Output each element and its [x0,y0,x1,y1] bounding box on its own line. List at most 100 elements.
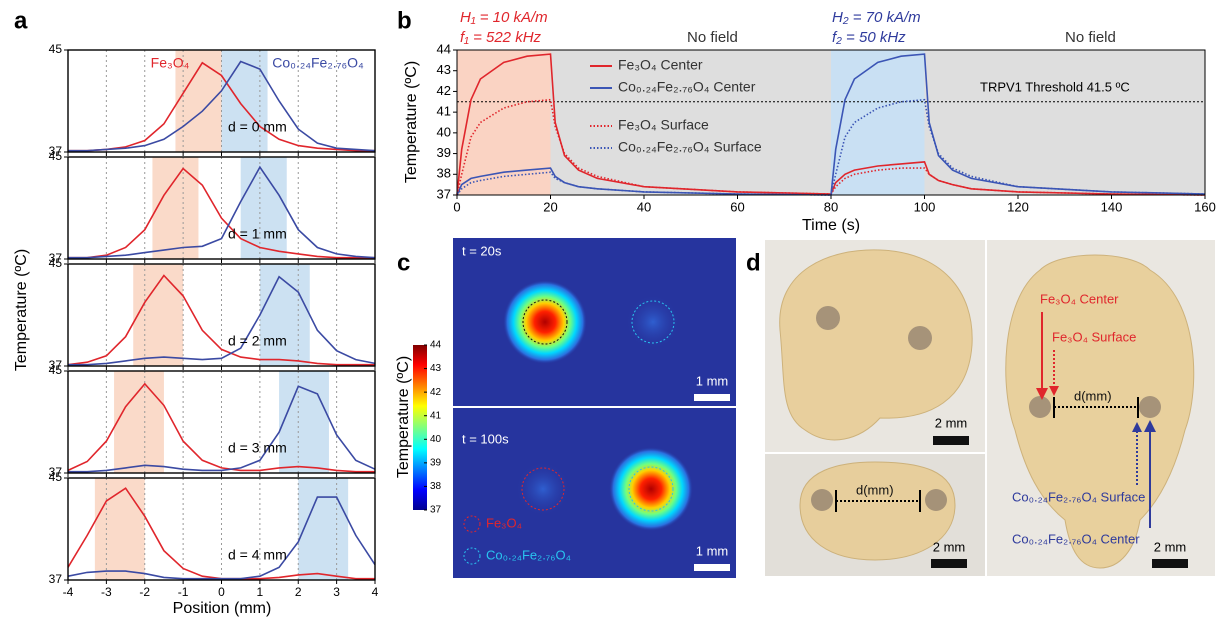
distance-label: d(mm) [856,482,894,497]
annotation: No field [1065,29,1116,46]
annotation: d = 2 mm [228,333,287,349]
y-tick-label: 45 [49,149,63,163]
particle-outline [522,299,568,345]
legend-label: Fe₃O₄ [151,55,190,71]
warm-spot [515,461,571,517]
x-tick-label: 80 [824,199,838,214]
x-axis-title: Time (s) [802,217,860,234]
shaded-region [279,371,329,473]
line-series [67,496,376,580]
x-tick-label: 100 [914,199,936,214]
particle-site [811,489,833,511]
annotation: d = 1 mm [228,226,287,242]
colorbar-tick-label: 44 [430,340,442,351]
panel-label: d [746,249,761,276]
particle-outline [631,300,675,344]
annotation: No field [687,29,738,46]
x-tick-label: 120 [1007,199,1029,214]
distance-label: d(mm) [1074,388,1112,403]
y-tick-label: 37 [437,186,451,201]
y-tick-label: 45 [49,470,63,484]
y-tick-label: 37 [49,251,63,265]
arrow-head [1144,420,1156,432]
arrow-head [1036,388,1048,400]
scale-bar [1152,559,1188,568]
legend-label: Co₀.₂₄Fe₂.₇₆O₄ Surface [618,139,762,155]
x-tick-label: 160 [1194,199,1216,214]
legend-label: Fe₃O₄ Surface [618,117,709,133]
y-tick-label: 39 [437,145,451,160]
legend-label: Co₀.₂₄Fe₂.₇₆O₄ [272,55,364,71]
frame-label: t = 20s [462,243,502,258]
x-tick-label: 4 [372,585,379,599]
site-label: Co₀.₂₄Fe₂.₇₆O₄ Surface [1012,489,1145,504]
shaded-region [457,50,551,195]
y-tick-label: 45 [49,42,63,56]
colorbar-tick-label: 39 [430,457,442,468]
scale-bar [931,559,967,568]
x-tick-label: -3 [101,585,112,599]
y-tick-label: 40 [437,124,451,139]
legend-marker [463,547,481,565]
heatmap-frame [453,238,736,406]
line-series [67,382,375,473]
x-tick-label: -1 [178,585,189,599]
legend-label: Fe₃O₄ Center [618,57,703,73]
x-tick-label: -4 [63,585,74,599]
line-series [68,167,375,259]
line-series [68,60,376,152]
particle-site [1139,396,1161,418]
brain-dorsal [1005,254,1195,569]
warm-spot [625,294,681,350]
heatmap-images [453,238,736,578]
x-tick-label: 20 [543,199,557,214]
particle-outline [628,466,674,512]
threshold-label: TRPV1 Threshold 41.5 ºC [980,79,1130,94]
scale-bar [694,394,730,401]
y-tick-label: 43 [437,62,451,77]
plot-frame [67,477,376,581]
annotation: d = 3 mm [228,440,287,456]
brain-coronal [799,461,956,561]
particle-site [925,489,947,511]
shaded-region [831,50,925,195]
y-tick-label: 37 [49,144,63,158]
scale-bar-label: 1 mm [696,543,729,558]
panel-label: a [14,7,28,34]
colorbar-tick-label: 42 [430,387,442,398]
y-axis-title: Temperature (ºC) [13,249,30,371]
annotation: f₁ = 522 kHz [460,29,542,46]
y-tick-label: 37 [49,358,63,372]
line-series [68,165,376,259]
x-tick-label: -2 [139,585,150,599]
colorbar-tick-label: 41 [430,410,442,421]
y-tick-label: 37 [49,572,63,586]
particle-outline [521,467,565,511]
x-axis-title: Position (mm) [173,600,272,617]
annotation: d = 4 mm [228,547,287,563]
line-series [67,274,375,366]
x-tick-label: 140 [1101,199,1123,214]
y-tick-label: 44 [437,41,451,56]
scale-bar-label: 2 mm [935,415,968,430]
brain-images [765,240,1215,576]
scale-bar-label: 1 mm [696,373,729,388]
site-label: Fe₃O₄ Center [1040,291,1119,306]
shaded-region [550,50,831,195]
x-tick-label: 40 [637,199,651,214]
scale-bar-label: 2 mm [1154,539,1187,554]
shaded-region [221,50,268,152]
line-series [456,98,1206,196]
hot-spot [503,280,587,364]
y-tick-label: 37 [49,465,63,479]
x-tick-label: 60 [730,199,744,214]
shaded-region [133,264,184,366]
plot-frame [67,263,376,367]
x-tick-label: 1 [257,585,264,599]
annotation: f₂ = 50 kHz [832,29,906,46]
panel-label: c [397,249,410,276]
shaded-region [259,264,310,366]
shaded-region [924,50,1205,195]
arrow-head [1049,386,1059,396]
